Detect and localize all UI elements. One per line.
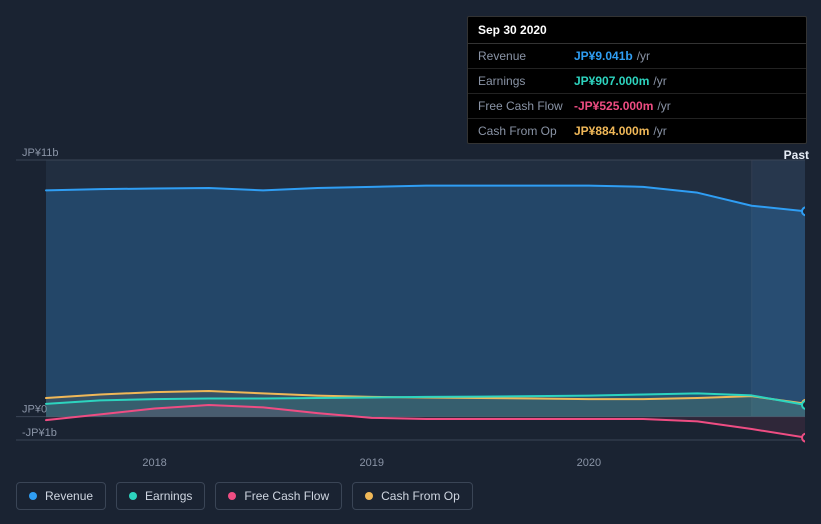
svg-text:JP¥11b: JP¥11b: [22, 147, 59, 159]
tooltip-row-fcf: Free Cash Flow -JP¥525.000m /yr: [468, 94, 806, 119]
tooltip-row-earnings: Earnings JP¥907.000m /yr: [468, 69, 806, 94]
legend-item-revenue[interactable]: Revenue: [16, 482, 106, 510]
tooltip-label: Revenue: [478, 49, 574, 63]
tooltip-value: JP¥9.041b: [574, 49, 633, 63]
legend-item-fcf[interactable]: Free Cash Flow: [215, 482, 342, 510]
tooltip-label: Free Cash Flow: [478, 99, 574, 113]
chart-area[interactable]: JP¥11bJP¥0-JP¥1b201820192020: [16, 120, 805, 460]
svg-text:2019: 2019: [359, 457, 383, 469]
tooltip-date: Sep 30 2020: [468, 17, 806, 44]
svg-text:2018: 2018: [142, 457, 166, 469]
tooltip-value: JP¥907.000m: [574, 74, 649, 88]
legend-item-cfo[interactable]: Cash From Op: [352, 482, 473, 510]
svg-text:JP¥0: JP¥0: [22, 404, 47, 416]
svg-text:-JP¥1b: -JP¥1b: [22, 427, 57, 439]
legend-label: Revenue: [45, 489, 93, 503]
tooltip-unit: /yr: [637, 49, 650, 63]
tooltip-label: Earnings: [478, 74, 574, 88]
legend-dot-icon: [228, 492, 236, 500]
svg-text:2020: 2020: [577, 457, 601, 469]
legend-label: Cash From Op: [381, 489, 460, 503]
chart-svg[interactable]: JP¥11b JP¥0 -JP¥1b 2018 2019 2020: [16, 120, 805, 480]
legend-dot-icon: [29, 492, 37, 500]
legend: Revenue Earnings Free Cash Flow Cash Fro…: [16, 482, 473, 510]
legend-label: Earnings: [145, 489, 192, 503]
tooltip-unit: /yr: [653, 74, 666, 88]
legend-label: Free Cash Flow: [244, 489, 329, 503]
tooltip-row-revenue: Revenue JP¥9.041b /yr: [468, 44, 806, 69]
tooltip-value: -JP¥525.000m: [574, 99, 653, 113]
tooltip-unit: /yr: [657, 99, 670, 113]
legend-dot-icon: [365, 492, 373, 500]
legend-item-earnings[interactable]: Earnings: [116, 482, 205, 510]
legend-dot-icon: [129, 492, 137, 500]
